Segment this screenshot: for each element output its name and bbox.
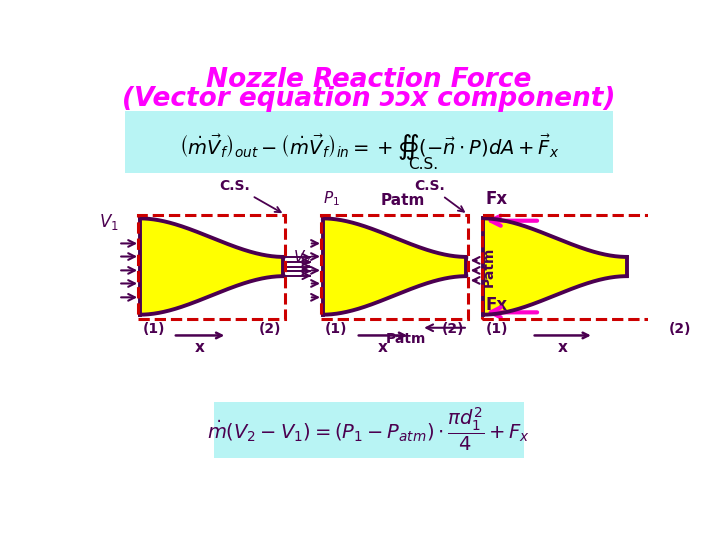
Polygon shape (483, 218, 626, 315)
Text: x: x (378, 340, 388, 355)
Polygon shape (323, 218, 467, 315)
Text: (2): (2) (258, 322, 281, 335)
Text: C.S.: C.S. (0, 539, 1, 540)
Bar (482, 214, 695, 319)
Text: $V_2$: $V_2$ (292, 248, 311, 267)
Polygon shape (140, 218, 284, 315)
Text: x: x (195, 340, 205, 355)
Text: Patm: Patm (380, 193, 425, 208)
Bar (138, 214, 285, 319)
Text: C.S.: C.S. (414, 179, 464, 212)
Text: $V_1$: $V_1$ (99, 212, 118, 232)
Text: x: x (558, 340, 567, 355)
FancyBboxPatch shape (214, 402, 524, 457)
Text: $\dot{m}(V_2-V_1)=(P_1-P_{atm})\cdot\dfrac{\pi d_1^2}{4}+F_x$: $\dot{m}(V_2-V_1)=(P_1-P_{atm})\cdot\dfr… (207, 406, 531, 453)
Text: (1): (1) (485, 322, 508, 335)
Text: C.S.: C.S. (408, 157, 438, 172)
Text: Nozzle Reaction Force: Nozzle Reaction Force (207, 67, 531, 93)
Bar (321, 214, 468, 319)
Text: $\left(\dot{m}\vec{V}_f\right)_{out}-\left(\dot{m}\vec{V}_f\right)_{in}=+\oiint\: $\left(\dot{m}\vec{V}_f\right)_{out}-\le… (179, 133, 559, 163)
Text: Patm: Patm (482, 246, 496, 287)
Text: C.S.: C.S. (220, 179, 281, 212)
Text: (Vector equation ɔɔx component): (Vector equation ɔɔx component) (122, 86, 616, 112)
Text: Fx: Fx (485, 191, 508, 208)
Text: (2): (2) (441, 322, 464, 335)
Text: Patm: Patm (386, 333, 426, 346)
Text: Fx: Fx (485, 296, 508, 314)
Text: (1): (1) (325, 322, 348, 335)
Text: (2): (2) (668, 322, 691, 335)
FancyBboxPatch shape (125, 111, 613, 173)
Text: $P_1$: $P_1$ (323, 190, 340, 208)
Text: (1): (1) (143, 322, 165, 335)
